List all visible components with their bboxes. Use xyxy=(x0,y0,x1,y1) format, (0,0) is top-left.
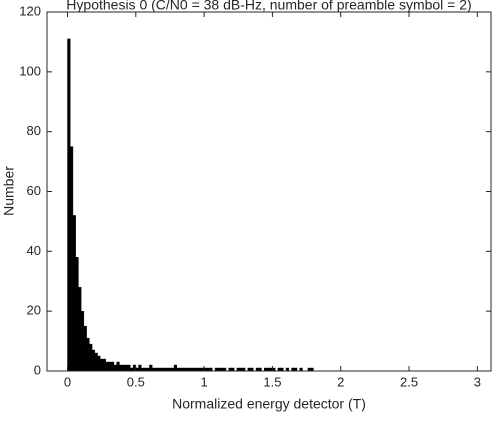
y-tick-label: 40 xyxy=(27,243,41,258)
bar xyxy=(75,257,79,372)
bar xyxy=(124,364,128,372)
bar xyxy=(121,364,126,372)
bar xyxy=(91,349,96,372)
bar xyxy=(119,364,123,372)
x-tick-label: 1.5 xyxy=(263,374,281,389)
bar xyxy=(149,364,153,372)
y-tick-label: 80 xyxy=(27,123,41,138)
bar xyxy=(86,337,90,372)
bar xyxy=(97,355,101,372)
y-tick-label: 120 xyxy=(19,3,41,18)
bar xyxy=(116,361,120,372)
bar xyxy=(105,361,109,372)
bar xyxy=(108,361,112,372)
plot-area xyxy=(47,12,491,371)
bar xyxy=(80,310,85,372)
y-tick-label: 60 xyxy=(27,183,41,198)
bar xyxy=(173,364,177,372)
x-tick-label: 0 xyxy=(64,374,71,389)
chart-title: Hypothesis 0 (C/N0 = 38 dB-Hz, number of… xyxy=(66,0,471,13)
y-tick-label: 20 xyxy=(27,303,41,318)
bar xyxy=(102,358,106,372)
y-tick-label: 0 xyxy=(34,362,41,377)
x-tick-label: 2.5 xyxy=(400,374,418,389)
bar xyxy=(78,287,82,372)
bar xyxy=(70,146,74,372)
y-tick-label: 100 xyxy=(19,63,41,78)
x-tick-label: 0.5 xyxy=(127,374,145,389)
bar xyxy=(89,343,93,372)
x-axis-label: Normalized energy detector (T) xyxy=(172,396,366,412)
bar xyxy=(100,358,104,372)
x-tick-label: 2 xyxy=(337,374,344,389)
bar xyxy=(138,364,142,372)
bar xyxy=(127,364,131,372)
axes-box xyxy=(46,11,492,372)
x-tick-label: 3 xyxy=(474,374,481,389)
y-axis-label: Number xyxy=(1,166,17,216)
x-tick-label: 1 xyxy=(200,374,207,389)
bar xyxy=(67,38,71,372)
bar xyxy=(94,352,98,372)
bar xyxy=(113,364,117,372)
bar xyxy=(111,361,115,372)
bar xyxy=(72,215,76,372)
bar xyxy=(83,325,87,372)
